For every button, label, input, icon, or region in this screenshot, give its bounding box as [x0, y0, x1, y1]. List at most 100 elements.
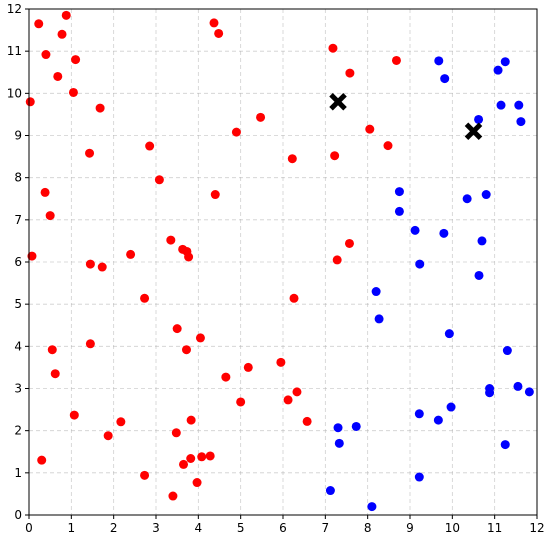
data-point — [524, 387, 534, 397]
data-point — [95, 103, 105, 113]
data-point — [500, 440, 510, 450]
x-tick-label: 4 — [195, 521, 203, 535]
data-point — [45, 211, 55, 221]
data-point — [394, 187, 404, 197]
data-point — [474, 114, 484, 124]
data-point — [502, 346, 512, 356]
data-point — [374, 314, 384, 324]
data-point — [50, 369, 60, 379]
data-point — [410, 225, 420, 235]
data-point — [345, 68, 355, 78]
data-point — [197, 452, 207, 462]
data-point — [330, 151, 340, 161]
data-point — [333, 423, 343, 433]
data-point — [154, 175, 164, 185]
data-point — [276, 357, 286, 367]
data-point — [126, 249, 136, 259]
data-point — [168, 491, 178, 501]
y-tick-label: 0 — [14, 508, 22, 522]
data-point — [516, 117, 526, 127]
data-point — [140, 293, 150, 303]
data-point — [37, 455, 47, 465]
data-point — [214, 28, 224, 38]
data-point — [85, 148, 95, 158]
data-point — [325, 486, 335, 496]
y-tick-label: 1 — [14, 466, 22, 480]
data-point — [496, 100, 506, 110]
x-tick-label: 7 — [322, 521, 330, 535]
x-tick-label: 5 — [237, 521, 245, 535]
data-point — [415, 259, 425, 269]
data-point — [47, 345, 57, 355]
data-point — [166, 235, 176, 245]
data-point — [236, 397, 246, 407]
data-points — [25, 10, 534, 512]
data-point — [25, 97, 35, 107]
data-point — [481, 190, 491, 200]
data-point — [85, 339, 95, 349]
data-point — [27, 251, 37, 261]
x-tick-label: 10 — [445, 521, 460, 535]
data-point — [440, 74, 450, 84]
data-point — [69, 410, 79, 420]
data-point — [243, 362, 253, 372]
data-point — [192, 478, 202, 488]
data-point — [493, 65, 503, 75]
data-point — [302, 416, 312, 426]
data-point — [103, 431, 113, 441]
y-tick-label: 7 — [14, 213, 22, 227]
data-point — [53, 71, 63, 81]
x-tick-label: 9 — [406, 521, 414, 535]
data-point — [195, 333, 205, 343]
x-tick-label: 2 — [110, 521, 118, 535]
data-point — [334, 438, 344, 448]
data-point — [462, 194, 472, 204]
y-tick-label: 12 — [7, 2, 22, 16]
data-point — [289, 293, 299, 303]
x-tick-label: 11 — [487, 521, 502, 535]
data-point — [231, 127, 241, 137]
data-point — [40, 187, 50, 197]
data-point — [209, 18, 219, 28]
x-tick-label: 12 — [529, 521, 544, 535]
data-point — [414, 472, 424, 482]
y-tick-label: 6 — [14, 255, 22, 269]
y-tick-label: 11 — [7, 44, 22, 58]
data-point — [97, 262, 107, 272]
data-point — [287, 154, 297, 164]
data-point — [514, 100, 524, 110]
data-point — [172, 324, 182, 334]
data-point — [61, 10, 71, 20]
data-point — [186, 415, 196, 425]
y-tick-label: 4 — [14, 339, 22, 353]
y-tick-label: 8 — [14, 171, 22, 185]
data-point — [256, 112, 266, 122]
data-point — [332, 255, 342, 265]
data-point — [365, 124, 375, 134]
centroid-marker — [464, 122, 483, 141]
data-point — [383, 141, 393, 151]
data-point — [221, 372, 231, 382]
x-tick-label: 6 — [279, 521, 287, 535]
data-point — [184, 252, 194, 262]
data-point — [394, 206, 404, 216]
data-point — [328, 43, 338, 53]
x-tick-label: 1 — [68, 521, 76, 535]
data-point — [140, 470, 150, 480]
data-point — [205, 451, 215, 461]
data-point — [145, 141, 155, 151]
data-point — [477, 236, 487, 246]
data-point — [391, 55, 401, 65]
x-tick-label: 8 — [364, 521, 372, 535]
data-point — [513, 381, 523, 391]
data-point — [414, 409, 424, 419]
data-point — [292, 387, 302, 397]
data-point — [444, 329, 454, 339]
data-point — [179, 459, 189, 469]
centroid-marker — [329, 92, 347, 111]
y-tick-label: 10 — [7, 86, 22, 100]
data-point — [181, 345, 191, 355]
data-point — [41, 50, 51, 60]
y-tick-label: 3 — [14, 382, 22, 396]
